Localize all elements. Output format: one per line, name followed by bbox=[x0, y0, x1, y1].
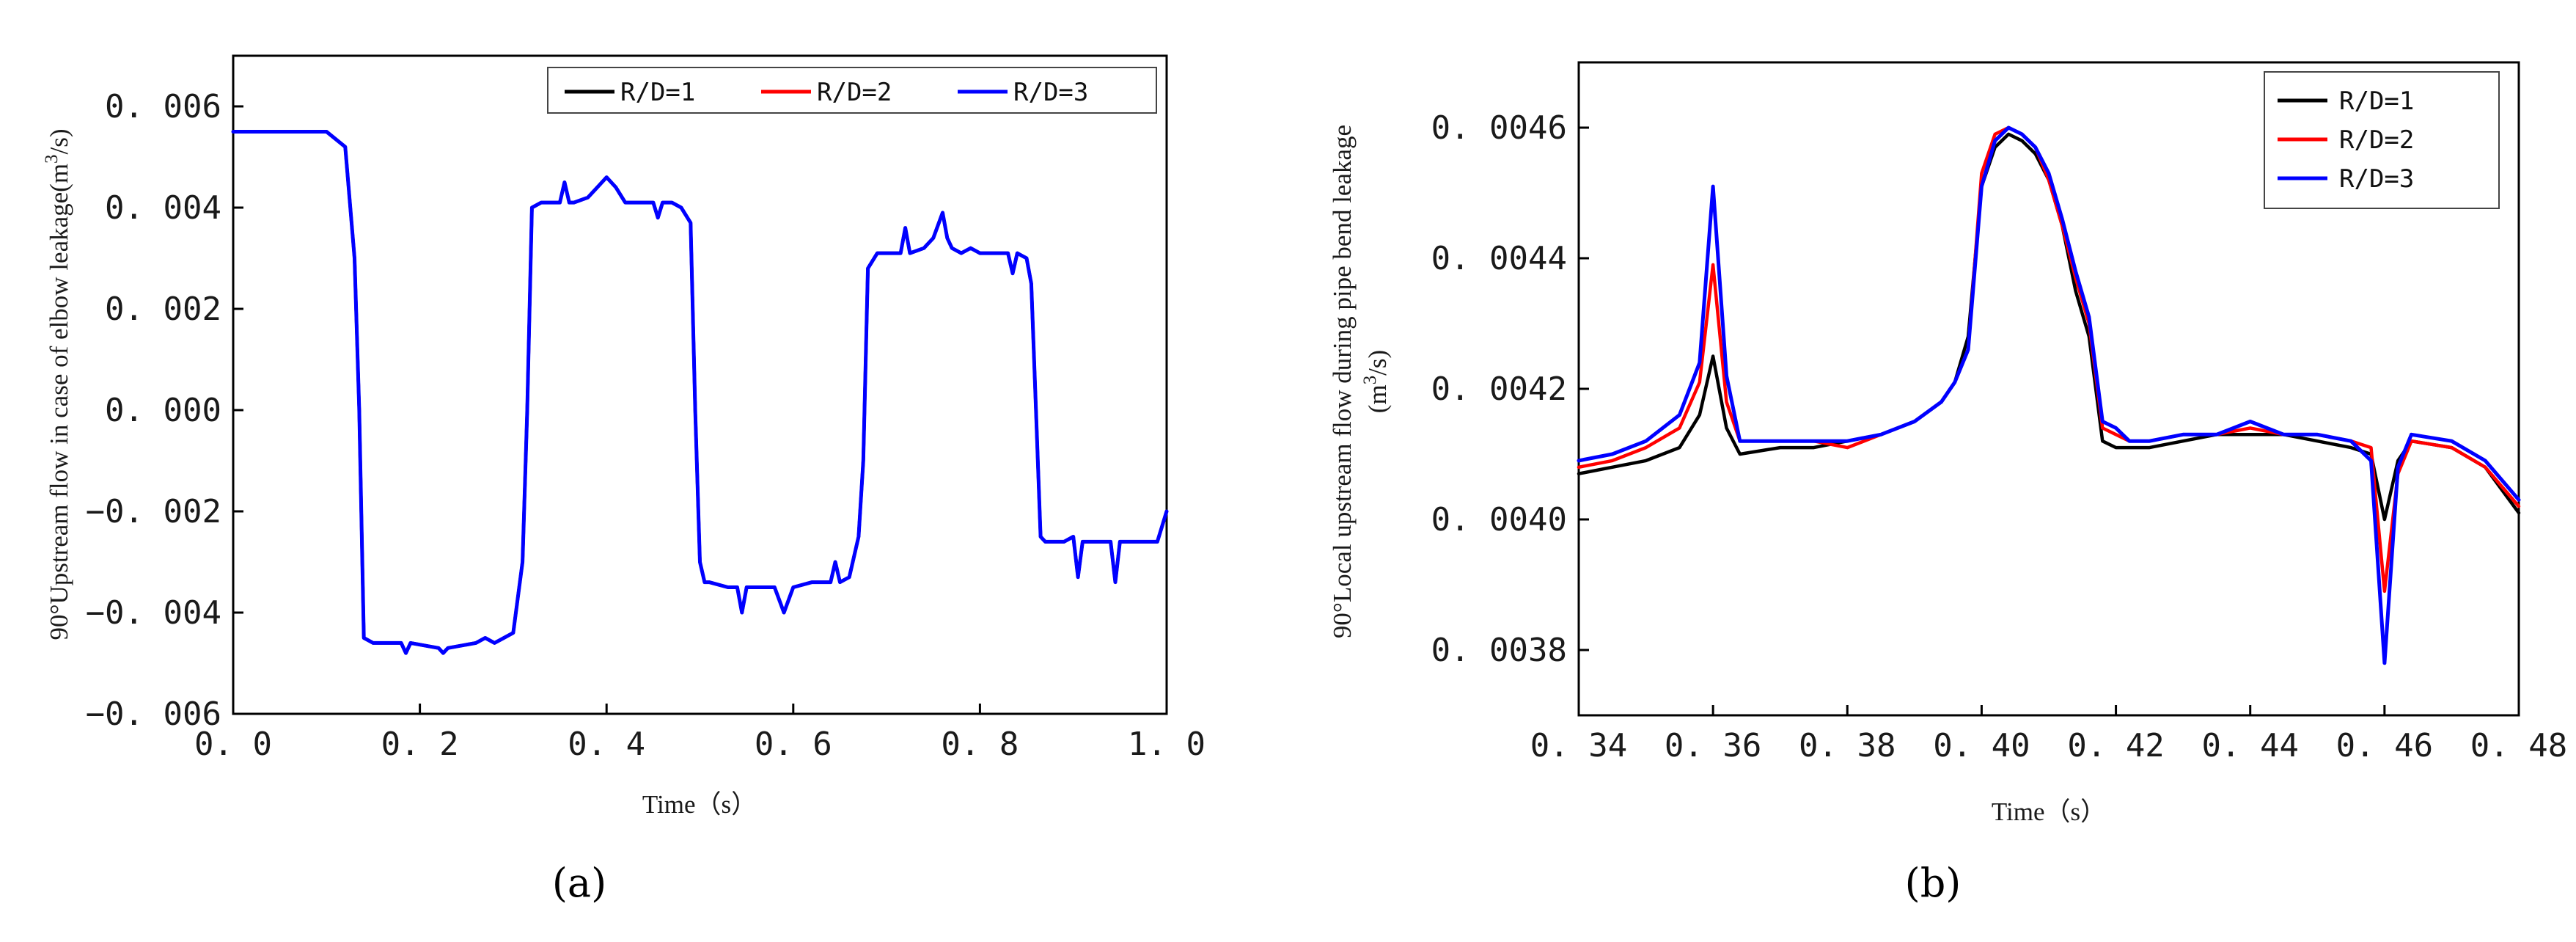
x-tick-label: 0. 38 bbox=[1799, 727, 1896, 764]
y-tick-label: −0. 004 bbox=[86, 594, 221, 632]
panel-b-caption-text: (b) bbox=[1905, 860, 1962, 906]
chart-a-plot-frame bbox=[232, 54, 1168, 715]
x-tick-label: 0. 48 bbox=[2470, 727, 2567, 764]
chart-b-y-label-sup: 3 bbox=[1360, 376, 1380, 385]
x-tick-label: 0. 36 bbox=[1665, 727, 1761, 764]
chart-a-series-group bbox=[231, 130, 1169, 655]
chart-b-x-axis: 0. 34 0. 36 0. 38 0. 40 0. 42 0. 44 0. 46 0. 48 bbox=[1530, 705, 2567, 764]
legend-a-label-rd2: R/D=2 bbox=[817, 78, 892, 107]
x-tick-label: 0. 4 bbox=[568, 726, 645, 763]
x-tick-label: 0. 8 bbox=[941, 726, 1019, 763]
chart-a-x-label: Time（s） bbox=[642, 790, 757, 819]
y-tick-label: 0. 004 bbox=[105, 189, 221, 227]
y-tick-label: −0. 006 bbox=[86, 695, 221, 733]
x-tick-label: 0. 42 bbox=[2067, 727, 2164, 764]
chart-b-y-label: 90°Local upstream flow during pipe bend … bbox=[1328, 125, 1392, 638]
chart-a-x-axis: 0. 0 0. 2 0. 4 0. 6 0. 8 1. 0 bbox=[194, 704, 1206, 763]
legend-b-label-rd2: R/D=2 bbox=[2339, 125, 2414, 155]
y-tick-label: 0. 0042 bbox=[1431, 370, 1567, 408]
y-tick-label: 0. 006 bbox=[105, 88, 221, 125]
x-tick-label: 0. 44 bbox=[2201, 727, 2298, 764]
legend-a-label-rd3: R/D=3 bbox=[1013, 78, 1088, 107]
chart-b-x-label: Time（s） bbox=[1992, 797, 2106, 826]
y-tick-label: 0. 0044 bbox=[1431, 240, 1567, 277]
legend-b-label-rd3: R/D=3 bbox=[2339, 164, 2414, 194]
panel-a-caption-text: (a) bbox=[552, 860, 606, 906]
x-tick-label: 0. 34 bbox=[1530, 727, 1627, 764]
chart-b-y-label-line2-end: /s) bbox=[1363, 350, 1392, 376]
chart-a-y-label: 90°Upstream flow in case of elbow leakag… bbox=[42, 128, 73, 640]
chart-b-legend: R/D=1 R/D=2 R/D=3 bbox=[2264, 71, 2500, 209]
y-tick-label: 0. 0038 bbox=[1431, 632, 1567, 669]
chart-b-series-group bbox=[1577, 125, 2521, 665]
chart-a-y-axis: −0. 006 −0. 004 −0. 002 0. 000 0. 002 0. 004 0… bbox=[86, 88, 243, 733]
panel-b-caption: (b) bbox=[1905, 860, 1962, 906]
x-tick-label: 1. 0 bbox=[1128, 726, 1206, 763]
y-tick-label: 0. 002 bbox=[105, 291, 221, 328]
y-tick-label: 0. 0046 bbox=[1431, 109, 1567, 147]
chart-a-y-label-sup: 3 bbox=[42, 154, 62, 164]
x-tick-label: 0. 6 bbox=[755, 726, 832, 763]
chart-b: 0. 34 0. 36 0. 38 0. 40 0. 42 0. 44 0. 46 0. 48… bbox=[1328, 61, 2567, 906]
chart-a-legend-box bbox=[547, 67, 1157, 114]
chart-b-y-label-line2-pre: (m bbox=[1363, 384, 1392, 413]
legend-a-label-rd1: R/D=1 bbox=[620, 78, 695, 107]
x-tick-label: 0. 0 bbox=[194, 726, 272, 763]
panel-a-caption: (a) bbox=[552, 860, 606, 906]
series-line-rd-3 bbox=[231, 130, 1169, 655]
chart-b-y-label-line2: (m3/s) bbox=[1360, 350, 1392, 413]
y-tick-label: 0. 0040 bbox=[1431, 501, 1567, 538]
chart-a: 0. 0 0. 2 0. 4 0. 6 0. 8 1. 0 −0. 006−0. 004−… bbox=[42, 54, 1206, 906]
x-tick-label: 0. 2 bbox=[381, 726, 459, 763]
y-tick-label: 0. 000 bbox=[105, 392, 221, 429]
x-tick-label: 0. 40 bbox=[1933, 727, 2030, 764]
chart-b-y-label-line1: 90°Local upstream flow during pipe bend … bbox=[1328, 125, 1357, 638]
y-tick-label: −0. 002 bbox=[86, 493, 221, 530]
legend-b-label-rd1: R/D=1 bbox=[2339, 87, 2414, 116]
chart-a-y-label-end: /s) bbox=[45, 128, 73, 154]
chart-a-legend: R/D=1 R/D=2 R/D=3 bbox=[547, 67, 1157, 114]
chart-b-y-axis: 0. 0038 0. 0040 0. 0042 0. 0044 0. 0046 bbox=[1431, 109, 1589, 669]
x-tick-label: 0. 46 bbox=[2336, 727, 2433, 764]
series-line-rd-3 bbox=[1577, 125, 2521, 665]
chart-a-y-label-main: 90°Upstream flow in case of elbow leakag… bbox=[45, 164, 73, 640]
